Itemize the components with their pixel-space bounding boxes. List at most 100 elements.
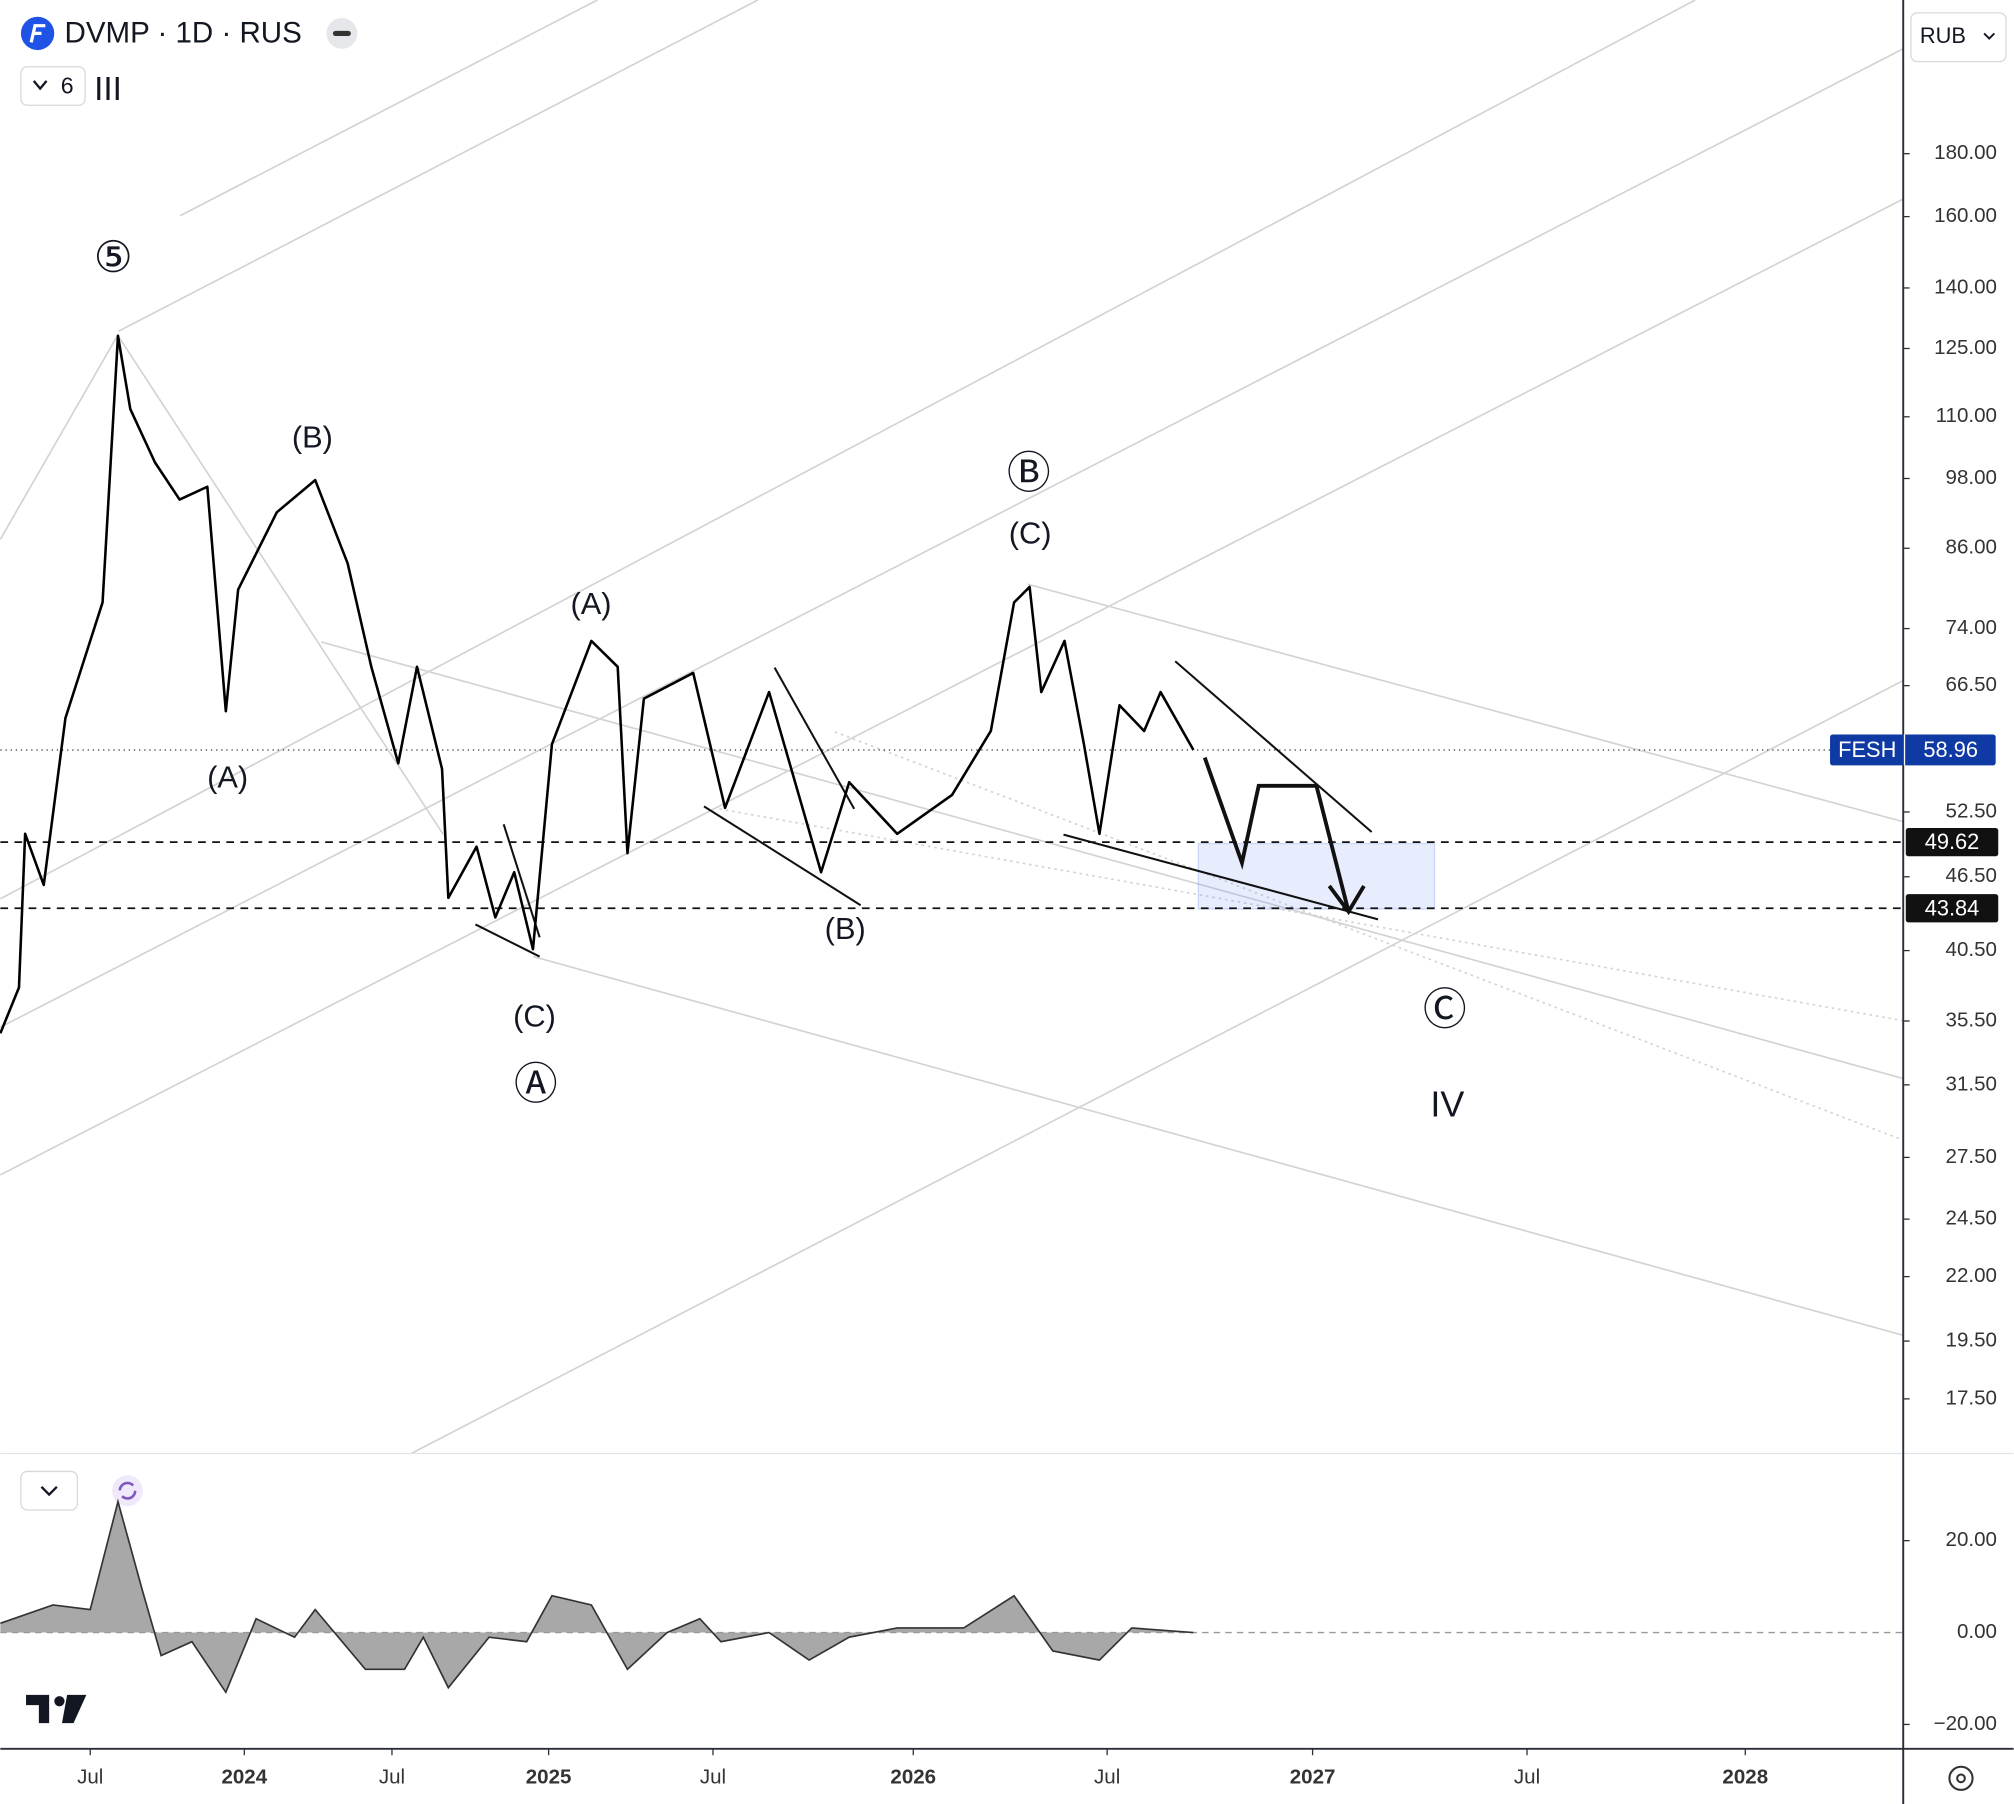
- header: DVMP · 1D · RUS 6 III RUB: [20, 12, 2007, 108]
- trend-lines: [0, 0, 1904, 1455]
- symbol-title: DVMP · 1D · RUS: [65, 16, 302, 49]
- wedge-line: [502, 824, 541, 938]
- x-tick-label: 2026: [890, 1766, 936, 1789]
- y-tick-label: 46.50: [1946, 864, 1997, 887]
- price-label-bg: [1905, 894, 1999, 923]
- channel-line: [532, 955, 1904, 1337]
- price-label-bg: [1905, 827, 1999, 857]
- settings-icon[interactable]: [1948, 1765, 1974, 1791]
- y-tick-label: 110.00: [1936, 404, 1997, 427]
- wave-label: (C): [1009, 516, 1052, 551]
- channel-line: [117, 335, 445, 836]
- x-tick-label: 2024: [221, 1766, 267, 1789]
- chevron: [1983, 32, 1996, 40]
- oscillator-area: [0, 1501, 1194, 1693]
- wedge-line: [474, 923, 541, 958]
- price-label: 49.62: [1925, 829, 1980, 854]
- x-tick-label: Jul: [379, 1766, 405, 1789]
- wedge-line: [1174, 660, 1373, 833]
- y-tick-label: 66.50: [1946, 673, 1997, 696]
- x-tick-label: Jul: [1514, 1766, 1540, 1789]
- channel-line: [118, 0, 759, 333]
- oscillator-header: [20, 1470, 143, 1511]
- y-tick-label: 24.50: [1946, 1207, 1997, 1230]
- indicator-count: 6: [61, 72, 74, 98]
- pane-toggle[interactable]: [20, 1470, 79, 1511]
- price-label: 43.84: [1925, 895, 1980, 920]
- y-tick-label: 20.00: [1946, 1528, 1997, 1551]
- channel-line: [1027, 583, 1904, 823]
- last-price-bg: [1830, 734, 1996, 766]
- target-zone: [1197, 842, 1436, 910]
- channel-line: [321, 641, 1904, 1080]
- x-tick-label: Jul: [700, 1766, 726, 1789]
- wedge-line: [1063, 833, 1379, 921]
- last-price-value: 58.96: [1923, 737, 1978, 762]
- price-line-series: [0, 334, 1195, 1034]
- oscillator-line: [0, 1498, 1194, 1695]
- x-tick-label: 2027: [1290, 1766, 1336, 1789]
- collapse-icon: [332, 30, 351, 36]
- x-tick-label: 2028: [1722, 1766, 1768, 1789]
- channel-line: [0, 198, 1904, 1176]
- currency: RUB: [1920, 23, 1966, 48]
- y-tick-label: 31.50: [1946, 1072, 1997, 1095]
- y-tick-label: 52.50: [1946, 799, 1997, 822]
- wave-label: Ⓑ: [1007, 449, 1051, 498]
- y-tick-label: 22.00: [1946, 1264, 1997, 1287]
- refresh-icon: [118, 1481, 137, 1500]
- y-tick-label: 27.50: [1946, 1145, 1997, 1168]
- y-tick-label: 17.50: [1946, 1386, 1997, 1409]
- wedge-line: [703, 805, 862, 907]
- wave-label: (B): [292, 419, 333, 454]
- refresh-button[interactable]: [112, 1475, 143, 1507]
- y-tick-label: 160.00: [1934, 204, 1997, 227]
- wedge-line: [773, 667, 856, 810]
- y-tick-label: 74.00: [1946, 616, 1997, 639]
- wave-degree: III: [94, 71, 122, 108]
- tradingview-logo: [26, 1694, 87, 1724]
- chevron: [40, 1486, 58, 1497]
- wave-label: IV: [1430, 1083, 1464, 1124]
- wave-drawings: [474, 660, 1379, 958]
- logo-part: [26, 1694, 50, 1724]
- gear: [1948, 1765, 1974, 1791]
- x-tick-label: 2025: [526, 1766, 572, 1789]
- currency-button[interactable]: [1910, 12, 2007, 63]
- gear-center: [1956, 1773, 1966, 1784]
- y-tick-label: 180.00: [1934, 141, 1997, 164]
- wave-label: Ⓒ: [1423, 986, 1467, 1035]
- wave-label: Ⓐ: [514, 1060, 558, 1109]
- channel-line: [0, 333, 120, 540]
- channel-line: [179, 0, 598, 217]
- chevron: [32, 80, 48, 91]
- y-tick-label: 40.50: [1946, 938, 1997, 961]
- indicator-toggle[interactable]: [20, 66, 86, 106]
- channel-line: [834, 731, 1904, 1141]
- logo-part: [61, 1694, 87, 1724]
- projection-arrow: [1202, 756, 1366, 916]
- channel-line: [410, 679, 1904, 1455]
- y-tick-label: 35.50: [1946, 1008, 1997, 1031]
- x-tick-label: Jul: [77, 1766, 103, 1789]
- symbol-logo-mark: [29, 24, 46, 43]
- y-tick-label: 19.50: [1946, 1328, 1997, 1351]
- y-tick-label: −20.00: [1934, 1712, 1997, 1735]
- wave-label: (B): [825, 911, 866, 946]
- y-tick-label: 98.00: [1946, 466, 1997, 489]
- wave-label: (A): [570, 586, 611, 621]
- channel-line: [0, 48, 1904, 1028]
- wave-label: (A): [207, 760, 248, 795]
- y-tick-label: 125.00: [1934, 336, 1997, 359]
- x-tick-label: Jul: [1094, 1766, 1120, 1789]
- y-tick-label: 0.00: [1957, 1620, 1997, 1643]
- logo-part: [54, 1696, 65, 1707]
- last-price-name: FESH: [1838, 737, 1896, 762]
- y-tick-label: 86.00: [1946, 536, 1997, 559]
- channel-line: [0, 0, 1696, 900]
- channel-line: [719, 808, 1904, 1022]
- wave-label: ⑤: [94, 233, 133, 282]
